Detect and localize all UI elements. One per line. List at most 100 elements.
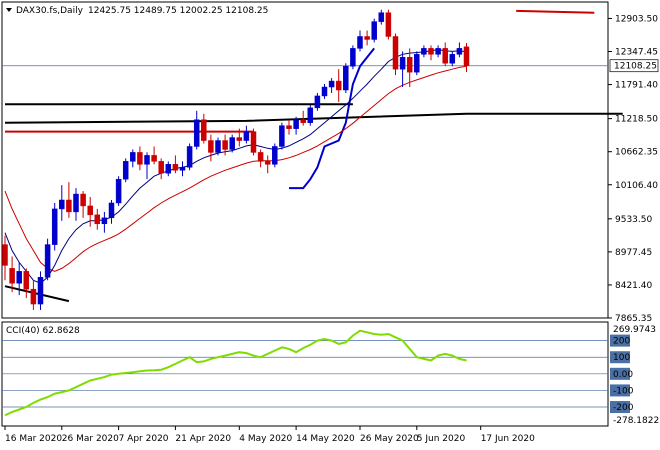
moving-averages (4, 49, 467, 284)
candle (421, 45, 427, 58)
candle-body (151, 155, 157, 162)
candle-body (385, 12, 392, 37)
candle (137, 146, 143, 171)
candle (73, 188, 79, 221)
candle-body (16, 271, 22, 284)
candle (51, 202, 58, 251)
candle (101, 211, 108, 233)
candle (208, 134, 214, 162)
current-price-label: 12108.25 (614, 62, 657, 72)
cci-levels (2, 340, 608, 408)
candle (406, 48, 413, 88)
candle-body (144, 155, 150, 165)
candle-body (23, 271, 30, 290)
chart-header: DAX30.fs,Daily 12425.75 12489.75 12002.2… (6, 6, 268, 16)
candle (37, 271, 44, 310)
candle-body (257, 152, 264, 162)
candle (286, 119, 292, 135)
time-axis: 16 Mar 2020 26 Mar 2020 7 Apr 2020 21 Apr 2… (4, 426, 535, 444)
cci-tick-label: -278.1822 (613, 416, 659, 426)
candle (122, 158, 129, 183)
candle-body (66, 199, 72, 213)
candle-body (279, 125, 285, 147)
cci-line (4, 329, 467, 417)
cci-level-tag (610, 367, 630, 380)
candle (179, 161, 186, 177)
candle (435, 45, 441, 58)
cci-axis: 269.9743 200 100 0.00 -100 -200 -278.1822 (610, 325, 659, 426)
price-tick-label: 12347.45 (615, 48, 658, 58)
candle-body (222, 140, 228, 150)
candle-body (80, 193, 86, 207)
price-tick-label: 8421.40 (615, 281, 652, 291)
candle (115, 176, 122, 206)
candle (222, 134, 228, 156)
candle-body (208, 140, 214, 153)
candle (321, 84, 328, 99)
candlesticks (2, 9, 470, 310)
candle-body (250, 131, 257, 153)
candle-body (399, 57, 406, 70)
candle-body (236, 137, 243, 141)
cci-level-tag (610, 351, 630, 364)
candle (59, 185, 65, 221)
candle-body (2, 244, 8, 266)
cci-level-tag (610, 334, 630, 347)
candle-body (293, 119, 299, 129)
candle-body (428, 48, 434, 55)
time-tick-label: 14 May 2020 (296, 434, 355, 444)
candle-body (463, 46, 470, 66)
candle-body (314, 95, 321, 109)
trendline-black-lower (4, 285, 70, 303)
candle (378, 9, 385, 25)
candle-body (101, 217, 108, 225)
candle-body (300, 119, 306, 123)
candle-body (158, 161, 164, 174)
candle (2, 235, 8, 281)
candle-body (378, 12, 385, 22)
candle-body (94, 214, 101, 225)
cci-tick-label: -100 (613, 386, 634, 396)
candle-body (229, 137, 235, 150)
time-tick-label: 4 May 2020 (239, 434, 292, 444)
candle (414, 51, 420, 76)
candle (314, 92, 321, 111)
price-tick-label: 11791.40 (615, 81, 658, 91)
candle (236, 128, 243, 147)
candle-body (130, 152, 136, 162)
candle (30, 280, 37, 310)
candle-body (328, 80, 335, 88)
candle-body (272, 146, 278, 165)
dropdown-arrow-icon[interactable] (6, 8, 12, 12)
cci-tick-label: 100 (613, 353, 630, 363)
candle (300, 110, 306, 126)
candle (264, 155, 271, 174)
cci-tick-label: 269.9743 (613, 325, 656, 335)
trendline-blue-stepped (289, 47, 375, 190)
candle-body (286, 125, 292, 129)
candle (371, 18, 377, 43)
candle (151, 146, 157, 165)
time-tick-label: 5 Jun 2020 (417, 434, 466, 444)
candle-body (37, 277, 44, 305)
time-tick-label: 16 Mar 2020 (5, 434, 62, 444)
trendline-red-upper (516, 9, 595, 14)
candle (392, 33, 399, 76)
candle-body (343, 65, 349, 91)
candle (328, 78, 335, 93)
candle (23, 268, 30, 299)
price-tick-label: 7865.35 (615, 314, 652, 324)
ohlc-label: 12425.75 12489.75 12002.25 12108.25 (88, 6, 268, 16)
candle-body (264, 161, 271, 165)
candle-body (449, 54, 456, 64)
candle (364, 30, 370, 46)
candle-body (172, 164, 179, 171)
candle (144, 152, 150, 180)
cci-level-tag (610, 384, 630, 397)
candle (272, 143, 278, 168)
time-tick-label: 26 Mar 2020 (62, 434, 119, 444)
candle (357, 30, 363, 52)
candle (293, 116, 299, 135)
candle-body (193, 119, 200, 147)
candle (456, 42, 463, 58)
